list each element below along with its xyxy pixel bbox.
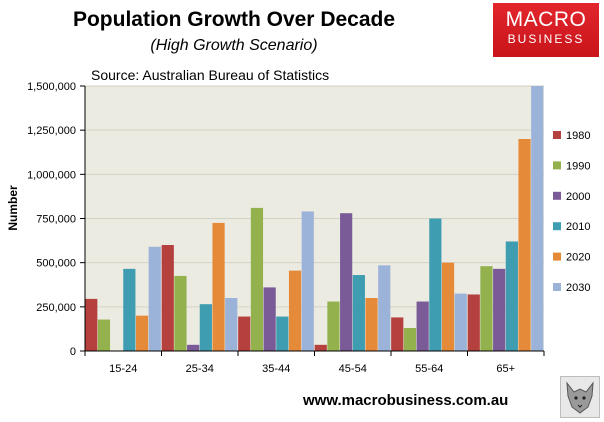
legend-label-2030: 2030 (566, 282, 590, 294)
bar-2020-15-24 (135, 315, 149, 351)
bar-1990-15-24 (97, 319, 111, 351)
y-tick-label: 750,000 (36, 214, 76, 226)
bar-2030-15-24 (148, 246, 161, 351)
bar-1990-45-54 (327, 301, 340, 351)
chart-subtitle: (High Growth Scenario) (150, 37, 318, 54)
y-tick-label: 1,000,000 (27, 169, 76, 181)
y-tick-label: 1,250,000 (27, 125, 76, 137)
bar-2020-55-64 (441, 262, 455, 351)
bar-2010-25-34 (199, 304, 212, 351)
bar-2000-45-54 (340, 213, 353, 351)
bar-2000-55-64 (416, 301, 429, 351)
macrobusiness-logo[interactable]: MACRO BUSINESS (493, 3, 599, 57)
bar-2020-65+ (518, 139, 531, 351)
x-tick-label: 55-64 (415, 363, 443, 375)
x-tick-label: 65+ (496, 363, 515, 375)
bar-1980-55-64 (391, 317, 404, 351)
bar-2030-45-54 (378, 265, 391, 351)
bar-2020-45-54 (365, 298, 378, 351)
bar-1990-25-34 (174, 275, 187, 351)
legend-swatch-2030 (553, 283, 561, 291)
logo-line2: BUSINESS (507, 32, 585, 46)
bar-2000-65+ (493, 268, 506, 351)
wolf-icon (560, 376, 600, 418)
bar-2010-65+ (505, 241, 518, 351)
bar-1980-45-54 (314, 344, 327, 351)
bar-1990-35-44 (250, 207, 264, 351)
legend-swatch-2010 (553, 222, 561, 231)
legend-label-2000: 2000 (566, 191, 590, 203)
bar-1990-65+ (480, 266, 493, 351)
legend-label-2020: 2020 (566, 252, 590, 264)
website-link[interactable]: www.macrobusiness.com.au (303, 392, 509, 409)
bar-2020-35-44 (288, 270, 302, 351)
logo-line1: MACRO (505, 8, 587, 31)
x-tick-label: 15-24 (109, 363, 137, 375)
y-tick-labels: 0 250,000 500,000 750,000 1,000,000 1,250,000… (27, 81, 85, 358)
legend-swatch-2000 (553, 191, 561, 200)
bar-2000-25-34 (187, 344, 200, 351)
bar-2020-25-34 (212, 222, 225, 351)
bar-1980-25-34 (161, 245, 174, 351)
chart-source: Source: Australian Bureau of Statistics (91, 67, 330, 83)
bar-2010-55-64 (429, 218, 442, 351)
x-tick-label: 25-34 (186, 363, 214, 375)
bar-1980-65+ (467, 294, 480, 351)
legend-swatch-2020 (553, 252, 561, 261)
y-tick-label: 1,500,000 (27, 81, 76, 93)
legend-label-2010: 2010 (566, 221, 590, 233)
x-tick-label: 35-44 (262, 363, 290, 375)
bar-2010-15-24 (123, 268, 136, 351)
bar-2010-45-54 (352, 275, 365, 351)
x-tick-labels: 15-24 25-34 35-44 45-54 55-64 65+ (84, 351, 545, 375)
legend-swatch-1990 (553, 161, 561, 170)
bar-2030-65+ (531, 86, 544, 351)
legend: 1980 1990 2000 2010 2020 2030 (553, 130, 590, 294)
legend-swatch-1980 (553, 131, 561, 139)
bars (85, 86, 544, 351)
bar-2000-35-44 (263, 287, 276, 351)
bar-2030-55-64 (454, 293, 467, 351)
bar-1980-35-44 (238, 316, 251, 351)
bar-2030-35-44 (301, 211, 314, 351)
bar-2030-25-34 (225, 298, 238, 351)
y-axis-title: Number (6, 185, 20, 231)
chart-title: Population Growth Over Decade (72, 8, 396, 31)
legend-label-1990: 1990 (566, 160, 590, 172)
x-tick-label: 45-54 (339, 363, 367, 375)
y-tick-label: 0 (70, 346, 76, 358)
bar-1980-15-24 (85, 298, 98, 351)
bar-2010-35-44 (276, 316, 289, 351)
bar-1990-55-64 (403, 328, 417, 351)
gridlines (85, 85, 544, 308)
y-tick-label: 250,000 (36, 302, 76, 314)
legend-label-1980: 1980 (566, 130, 590, 142)
y-tick-label: 500,000 (36, 258, 76, 270)
